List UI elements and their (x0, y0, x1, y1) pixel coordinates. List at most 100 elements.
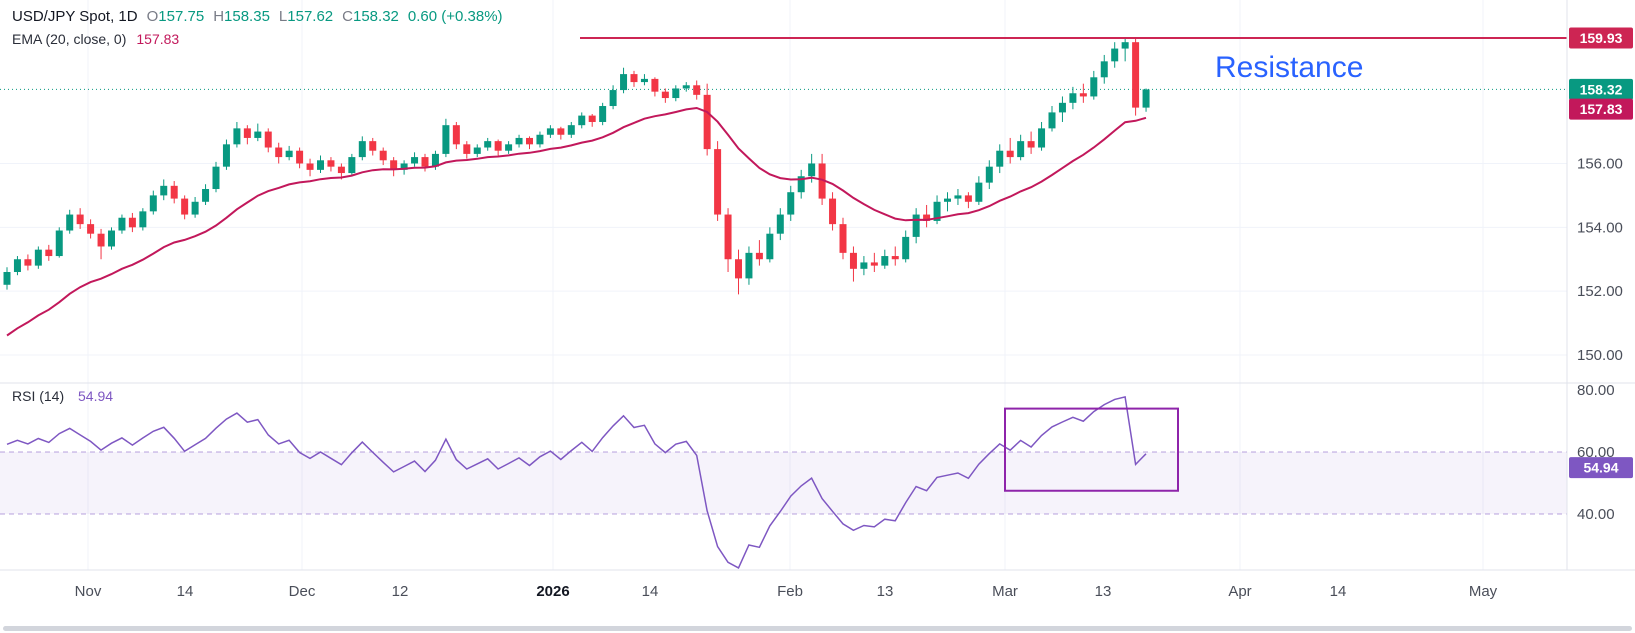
candle (1142, 88, 1150, 112)
rsi-legend-row[interactable]: RSI (14) 54.94 (12, 388, 113, 404)
candle (1006, 137, 1014, 164)
candle (1079, 83, 1087, 103)
candle (1038, 121, 1046, 151)
candle (170, 181, 178, 204)
candle (578, 112, 586, 129)
candle (787, 185, 795, 221)
candle (891, 246, 899, 266)
candle (640, 74, 648, 86)
candle (526, 136, 533, 150)
candle (390, 157, 398, 177)
rsi-legend-label: RSI (14) (12, 388, 65, 404)
candle (243, 125, 251, 145)
last-price-badge: 158.32 (1569, 78, 1633, 100)
time-tick-label: Nov (75, 583, 102, 600)
ema-value-badge: 157.83 (1569, 98, 1633, 120)
candle (1027, 131, 1035, 154)
time-tick-label: 14 (1330, 583, 1347, 600)
candle (149, 190, 157, 215)
svg-text:54.94: 54.94 (1583, 460, 1618, 476)
candle (515, 134, 523, 148)
candle (933, 195, 941, 225)
candle (505, 141, 513, 154)
candle (1121, 38, 1129, 62)
candle (358, 136, 366, 161)
open-label: O (146, 8, 159, 25)
main-legend[interactable]: USD/JPY Spot, 1D O 157.75 H 158.35 L 157.62… (12, 8, 503, 47)
candle (264, 128, 272, 153)
candle (327, 157, 335, 172)
time-tick-label: May (1469, 583, 1498, 600)
candle (599, 102, 607, 126)
candle (682, 82, 690, 92)
candle (630, 70, 638, 87)
candle (275, 142, 283, 164)
candle (3, 267, 11, 290)
svg-text:157.83: 157.83 (1580, 101, 1623, 117)
candle (661, 88, 669, 103)
candle (735, 249, 742, 295)
rsi-line[interactable] (6, 395, 1147, 569)
time-tick-label: 14 (177, 583, 194, 600)
symbol-title[interactable]: USD/JPY Spot, 1D (12, 8, 138, 25)
candle (463, 141, 471, 159)
candle (1100, 54, 1108, 84)
candle (181, 195, 189, 220)
candle (1111, 42, 1119, 68)
ema-legend-label: EMA (20, close, 0) (12, 31, 127, 47)
candle (108, 227, 115, 250)
candle (557, 126, 565, 140)
candle (222, 139, 230, 170)
candle (1090, 70, 1098, 100)
candle (776, 208, 784, 241)
candle (442, 118, 450, 158)
candle (1069, 86, 1077, 110)
candles-series (3, 38, 1150, 295)
symbol-row[interactable]: USD/JPY Spot, 1D O 157.75 H 158.35 L 157.62… (12, 8, 503, 25)
candle (609, 85, 617, 110)
ema-line[interactable] (6, 106, 1147, 337)
candle (755, 240, 763, 266)
time-tick-label: Feb (777, 583, 803, 600)
candle (55, 227, 63, 258)
ema-legend-value: 157.83 (136, 31, 180, 47)
candle (839, 217, 847, 260)
time-tick-label: Mar (992, 583, 1018, 600)
ema-legend-row[interactable]: EMA (20, close, 0) 157.83 (12, 31, 503, 47)
time-tick-label: 2026 (536, 583, 569, 600)
candle (452, 121, 460, 150)
time-tick-label: Apr (1228, 583, 1251, 600)
svg-text:158.32: 158.32 (1580, 81, 1623, 97)
rsi-highlight-box[interactable] (1004, 407, 1179, 492)
candle (306, 158, 314, 177)
candle (494, 139, 502, 156)
candle (212, 161, 220, 193)
candle (870, 252, 878, 273)
time-axis[interactable] (0, 570, 1635, 607)
rsi-band (0, 452, 1567, 514)
candle (66, 209, 74, 234)
candle (996, 144, 1004, 174)
horizontal-scrollbar[interactable] (3, 626, 1632, 631)
candle (45, 244, 53, 261)
svg-text:159.93: 159.93 (1580, 30, 1623, 46)
candle (1058, 96, 1066, 122)
candle (202, 184, 210, 205)
candle (964, 192, 972, 209)
candle (317, 155, 324, 174)
resistance-level-badge: 159.93 (1569, 27, 1633, 49)
candle (34, 246, 42, 269)
candle (87, 219, 95, 239)
candle (128, 212, 136, 233)
candle (1048, 106, 1056, 132)
candle (672, 85, 680, 102)
candle (369, 137, 377, 156)
candle (944, 192, 951, 212)
candle (860, 256, 868, 276)
time-tick-label: 13 (1095, 583, 1112, 600)
price-axis[interactable] (1567, 0, 1635, 570)
rsi-tick-label: 60.00 (1577, 444, 1615, 461)
resistance-label[interactable]: Resistance (1215, 51, 1363, 84)
close-value: 158.32 (353, 8, 399, 25)
